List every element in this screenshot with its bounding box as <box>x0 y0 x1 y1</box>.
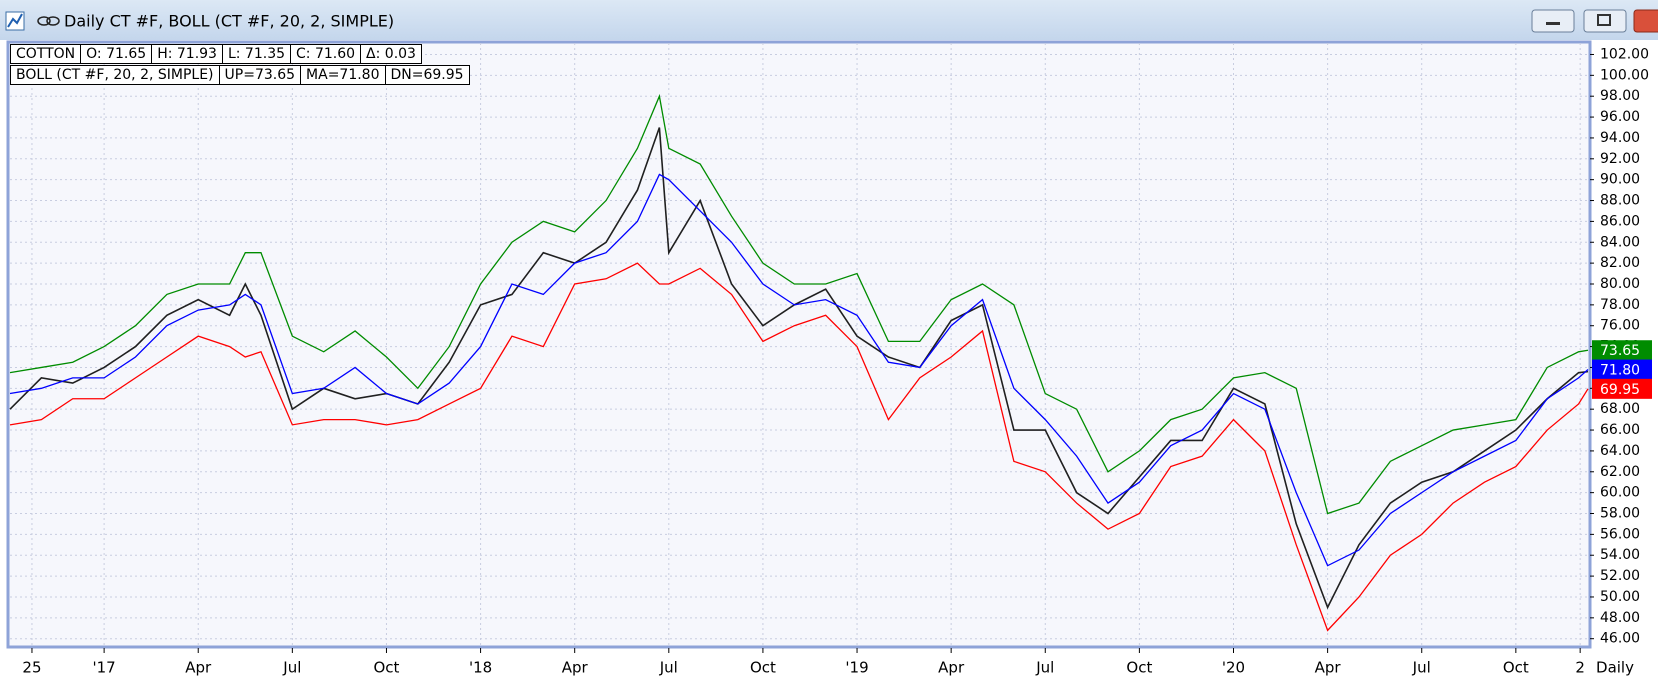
y-tick-label: 98.00 <box>1600 88 1640 104</box>
y-tick-label: 56.00 <box>1600 526 1640 542</box>
x-tick-label: 2 <box>1575 659 1585 677</box>
restore-button[interactable] <box>1583 9 1627 33</box>
y-tick-label: 62.00 <box>1600 464 1640 480</box>
period-label: Daily <box>1596 659 1634 677</box>
x-tick-label: Oct <box>1126 659 1152 677</box>
band-line <box>9 93 1589 515</box>
quote-row: COTTON O: 71.65 H: 71.93 L: 71.35 C: 71.60 Δ:… <box>10 44 422 64</box>
minimize-button[interactable] <box>1531 9 1575 33</box>
y-tick-label: 100.00 <box>1600 67 1649 83</box>
indicator-cell: BOLL (CT #F, 20, 2, SIMPLE) <box>11 66 220 84</box>
y-tick-label: 68.00 <box>1600 401 1640 417</box>
x-tick-label: Apr <box>1315 659 1342 677</box>
value-tag-label: 69.95 <box>1600 382 1640 398</box>
y-tick-label: 82.00 <box>1600 255 1640 271</box>
indicator-row: BOLL (CT #F, 20, 2, SIMPLE) UP=73.65 MA=71… <box>10 65 470 85</box>
x-tick-label: Jul <box>1412 659 1431 677</box>
y-tick-label: 50.00 <box>1600 589 1640 605</box>
y-tick-label: 96.00 <box>1600 109 1640 125</box>
indicator-cell: MA=71.80 <box>301 66 386 84</box>
title-bar <box>0 0 1658 40</box>
x-tick-label: '17 <box>93 659 116 677</box>
window-title: Daily CT #F, BOLL (CT #F, 20, 2, SIMPLE) <box>64 12 394 31</box>
price-line <box>9 127 1589 610</box>
y-tick-label: 84.00 <box>1600 234 1640 250</box>
y-tick-label: 60.00 <box>1600 485 1640 501</box>
x-tick-label: Oct <box>750 659 776 677</box>
quote-cell: O: 71.65 <box>81 45 153 63</box>
y-tick-label: 86.00 <box>1600 213 1640 229</box>
info-panel: COTTON O: 71.65 H: 71.93 L: 71.35 C: 71.60 Δ:… <box>10 44 470 86</box>
x-tick-label: '18 <box>469 659 492 677</box>
value-tag <box>1592 359 1652 380</box>
y-tick-label: 80.00 <box>1600 276 1640 292</box>
y-tick-label: 58.00 <box>1600 506 1640 522</box>
quote-cell: C: 71.60 <box>291 45 362 63</box>
x-tick-label: Apr <box>938 659 965 677</box>
indicator-cell: UP=73.65 <box>220 66 302 84</box>
quote-cell: H: 71.93 <box>152 45 223 63</box>
indicator-cell: DN=69.95 <box>390 67 464 83</box>
y-tick-label: 46.00 <box>1600 631 1640 647</box>
y-tick-label: 90.00 <box>1600 172 1640 188</box>
x-tick-label: '19 <box>845 659 868 677</box>
x-tick-label: Oct <box>373 659 399 677</box>
value-tag <box>1592 378 1652 399</box>
x-tick-label: Oct <box>1503 659 1529 677</box>
y-tick-label: 66.00 <box>1600 422 1640 438</box>
band-line <box>9 173 1589 567</box>
x-tick-label: Jul <box>282 659 301 677</box>
band-line <box>9 262 1589 632</box>
y-tick-label: 102.00 <box>1600 46 1649 62</box>
y-tick-label: 92.00 <box>1600 151 1640 167</box>
y-tick-label: 64.00 <box>1600 443 1640 459</box>
x-tick-label: Jul <box>659 659 678 677</box>
chart-icon <box>5 11 25 31</box>
x-tick-label: 25 <box>22 659 41 677</box>
value-tag-label: 73.65 <box>1600 343 1640 359</box>
y-tick-label: 54.00 <box>1600 547 1640 563</box>
y-tick-label: 88.00 <box>1600 193 1640 209</box>
y-tick-label: 76.00 <box>1600 318 1640 334</box>
link-icon[interactable] <box>37 16 60 26</box>
value-tag-label: 71.80 <box>1600 363 1640 379</box>
plot-area <box>6 40 1592 649</box>
x-tick-label: Apr <box>562 659 589 677</box>
y-tick-label: 78.00 <box>1600 297 1640 313</box>
y-tick-label: 48.00 <box>1600 610 1640 626</box>
value-tag <box>1592 340 1652 361</box>
x-tick-label: Apr <box>185 659 212 677</box>
close-button[interactable] <box>1633 9 1658 33</box>
quote-cell: L: 71.35 <box>223 45 292 63</box>
quote-cell: COTTON <box>11 45 82 63</box>
y-tick-label: 94.00 <box>1600 130 1640 146</box>
x-tick-label: '20 <box>1222 659 1245 677</box>
quote-cell: Δ: 0.03 <box>366 46 416 62</box>
y-tick-label: 52.00 <box>1600 568 1640 584</box>
x-tick-label: Jul <box>1035 659 1054 677</box>
